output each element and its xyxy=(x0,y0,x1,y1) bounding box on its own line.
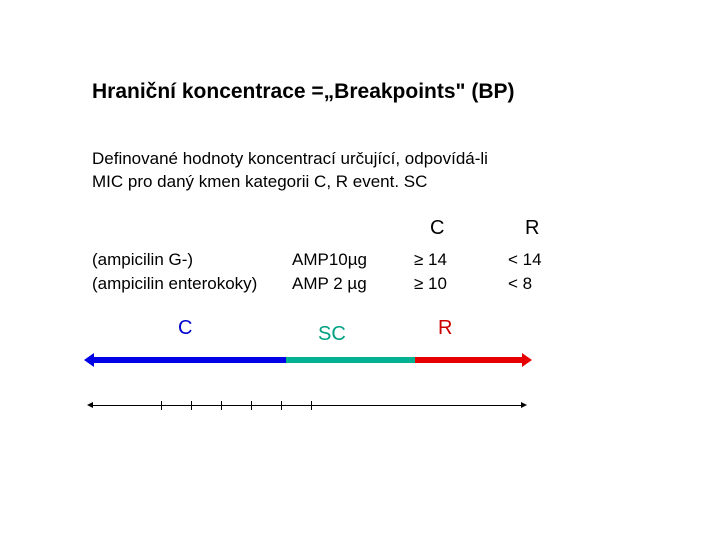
zone-bar-segment xyxy=(286,357,415,363)
scale-tick xyxy=(281,401,282,410)
subtitle: Definované hodnoty koncentrací určující,… xyxy=(92,148,488,194)
column-header-r: R xyxy=(525,217,539,240)
page-title: Hraniční koncentrace =„Breakpoints" (BP) xyxy=(92,80,515,104)
scale-arrow-right-icon xyxy=(521,402,527,408)
scale-arrow-left-icon xyxy=(87,402,93,408)
zone-label-r: R xyxy=(438,317,452,340)
table-row-dose: AMP10µg xyxy=(292,250,367,270)
scale-axis xyxy=(92,400,522,412)
zone-bar xyxy=(92,353,522,367)
subtitle-line1: Definované hodnoty koncentrací určující,… xyxy=(92,149,488,168)
scale-tick xyxy=(221,401,222,410)
subtitle-line2: MIC pro daný kmen kategorii C, R event. … xyxy=(92,172,427,191)
zone-bar-segment xyxy=(92,357,286,363)
table-row-r-value: < 14 xyxy=(508,250,542,270)
column-header-c: C xyxy=(430,217,444,240)
arrow-right-icon xyxy=(522,353,532,367)
scale-line xyxy=(92,405,522,406)
table-row-name: (ampicilin G-) xyxy=(92,250,193,270)
scale-tick xyxy=(191,401,192,410)
table-row-dose: AMP 2 µg xyxy=(292,274,367,294)
scale-tick xyxy=(251,401,252,410)
zone-bar-segment xyxy=(415,357,523,363)
scale-tick xyxy=(311,401,312,410)
scale-tick xyxy=(161,401,162,410)
zone-label-c: C xyxy=(178,317,192,340)
table-row-r-value: < 8 xyxy=(508,274,532,294)
table-row-c-value: ≥ 10 xyxy=(414,274,447,294)
table-row-c-value: ≥ 14 xyxy=(414,250,447,270)
table-row-name: (ampicilin enterokoky) xyxy=(92,274,257,294)
zone-label-sc: SC xyxy=(318,323,346,346)
